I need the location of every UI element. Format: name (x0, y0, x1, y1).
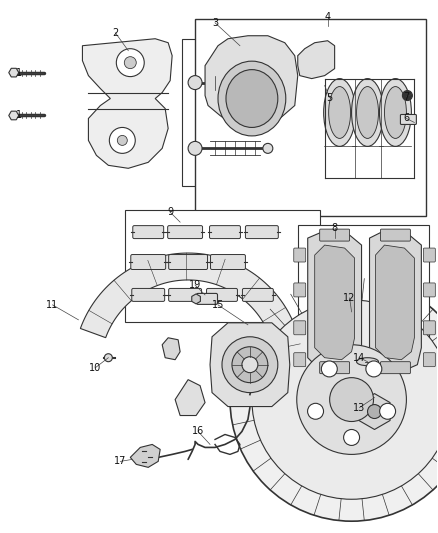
Polygon shape (81, 253, 303, 365)
Bar (182, 39, 277, 186)
Text: 7: 7 (403, 92, 410, 102)
Text: 5: 5 (326, 93, 333, 102)
Circle shape (104, 354, 112, 362)
FancyBboxPatch shape (294, 321, 306, 335)
FancyBboxPatch shape (400, 115, 417, 124)
FancyBboxPatch shape (131, 255, 166, 270)
Ellipse shape (328, 86, 350, 139)
Text: 14: 14 (353, 353, 366, 363)
Bar (125, 210, 320, 322)
Circle shape (252, 300, 438, 499)
FancyBboxPatch shape (211, 255, 245, 270)
Circle shape (307, 403, 324, 419)
Ellipse shape (352, 78, 384, 147)
Ellipse shape (379, 78, 411, 147)
Polygon shape (205, 36, 298, 132)
Polygon shape (370, 232, 421, 372)
Ellipse shape (324, 78, 356, 147)
Text: 15: 15 (212, 300, 224, 310)
Circle shape (124, 56, 136, 69)
Circle shape (263, 143, 273, 154)
FancyBboxPatch shape (133, 225, 164, 239)
Circle shape (242, 357, 258, 373)
Circle shape (343, 430, 360, 446)
Circle shape (117, 135, 127, 146)
FancyBboxPatch shape (320, 229, 350, 241)
Polygon shape (130, 445, 160, 467)
Polygon shape (308, 232, 361, 372)
Bar (195, 19, 426, 216)
Circle shape (117, 49, 144, 77)
FancyBboxPatch shape (209, 225, 240, 239)
Circle shape (330, 378, 374, 422)
Bar (298, 225, 429, 402)
FancyBboxPatch shape (424, 321, 435, 335)
Circle shape (297, 345, 406, 455)
Circle shape (188, 76, 202, 90)
FancyBboxPatch shape (381, 362, 410, 374)
FancyBboxPatch shape (424, 283, 435, 297)
Text: 2: 2 (112, 28, 118, 38)
Text: 10: 10 (89, 362, 102, 373)
Polygon shape (82, 39, 172, 168)
FancyBboxPatch shape (294, 283, 306, 297)
FancyBboxPatch shape (197, 293, 218, 304)
Text: 4: 4 (325, 12, 331, 22)
Circle shape (380, 403, 396, 419)
FancyBboxPatch shape (169, 255, 208, 270)
Polygon shape (314, 245, 355, 360)
Circle shape (367, 405, 381, 418)
Circle shape (230, 278, 438, 521)
Text: 9: 9 (167, 207, 173, 217)
FancyBboxPatch shape (242, 288, 273, 301)
FancyBboxPatch shape (169, 288, 201, 301)
FancyBboxPatch shape (132, 288, 165, 301)
Polygon shape (175, 379, 205, 416)
Text: 12: 12 (343, 293, 356, 303)
Circle shape (188, 141, 202, 155)
FancyBboxPatch shape (294, 353, 306, 367)
Text: 1: 1 (16, 110, 22, 120)
Circle shape (403, 91, 413, 101)
Circle shape (321, 361, 337, 377)
FancyBboxPatch shape (245, 225, 278, 239)
Text: 8: 8 (332, 223, 338, 233)
Ellipse shape (385, 86, 406, 139)
Polygon shape (162, 338, 180, 360)
Ellipse shape (357, 86, 378, 139)
FancyBboxPatch shape (294, 248, 306, 262)
Text: 6: 6 (403, 114, 410, 124)
Polygon shape (210, 323, 290, 407)
Circle shape (263, 78, 273, 87)
Circle shape (232, 347, 268, 383)
Text: 16: 16 (192, 426, 204, 437)
Ellipse shape (357, 358, 378, 366)
FancyBboxPatch shape (381, 229, 410, 241)
Text: 13: 13 (353, 402, 366, 413)
Text: 11: 11 (46, 300, 59, 310)
Ellipse shape (226, 70, 278, 127)
FancyBboxPatch shape (320, 362, 350, 374)
Circle shape (110, 127, 135, 154)
FancyBboxPatch shape (424, 353, 435, 367)
Text: 1: 1 (16, 68, 22, 78)
FancyBboxPatch shape (424, 248, 435, 262)
Polygon shape (375, 245, 414, 360)
Circle shape (366, 361, 382, 377)
Polygon shape (298, 41, 335, 78)
FancyBboxPatch shape (168, 225, 202, 239)
Text: 17: 17 (114, 456, 127, 466)
Text: 19: 19 (189, 280, 201, 290)
Ellipse shape (218, 61, 286, 136)
Circle shape (222, 337, 278, 393)
Text: 3: 3 (212, 18, 218, 28)
FancyBboxPatch shape (207, 288, 237, 301)
